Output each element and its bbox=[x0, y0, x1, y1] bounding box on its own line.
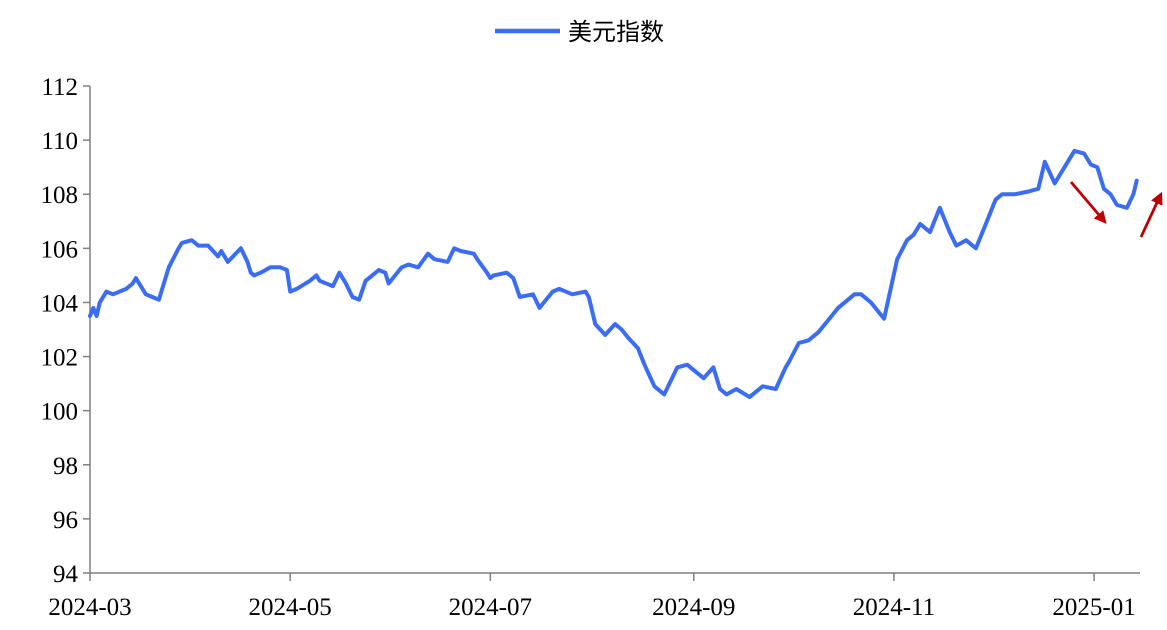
legend: 美元指数 bbox=[495, 18, 664, 46]
y-tick-label: 104 bbox=[41, 290, 79, 317]
x-tick-label: 2025-01 bbox=[1052, 594, 1135, 621]
y-axis-ticks: 94 96 98 100 102 104 106 108 110 112 bbox=[41, 74, 90, 588]
y-tick-label: 108 bbox=[41, 182, 79, 209]
y-tick-label: 96 bbox=[53, 507, 78, 534]
y-tick-label: 100 bbox=[41, 399, 79, 426]
series-layer bbox=[88, 148, 1139, 400]
x-tick-label: 2024-03 bbox=[48, 594, 131, 621]
x-tick-label: 2024-11 bbox=[853, 594, 935, 621]
y-tick-label: 102 bbox=[41, 345, 79, 372]
series-line-usd-index bbox=[88, 148, 1139, 400]
annotation-layer bbox=[1069, 181, 1163, 238]
down-trend-arrow bbox=[1069, 181, 1107, 224]
up-trend-arrow bbox=[1139, 191, 1163, 238]
y-tick-label: 106 bbox=[41, 236, 79, 263]
x-tick-label: 2024-09 bbox=[652, 594, 735, 621]
x-tick-label: 2024-05 bbox=[248, 594, 331, 621]
y-tick-label: 98 bbox=[53, 453, 78, 480]
y-tick-label: 112 bbox=[41, 74, 78, 101]
y-tick-label: 110 bbox=[41, 128, 78, 155]
legend-label: 美元指数 bbox=[568, 18, 664, 46]
y-tick-label: 94 bbox=[53, 561, 79, 588]
x-tick-label: 2024-07 bbox=[449, 594, 532, 621]
x-axis-ticks: 2024-03 2024-05 2024-07 2024-09 2024-11 2025-… bbox=[48, 573, 1136, 621]
